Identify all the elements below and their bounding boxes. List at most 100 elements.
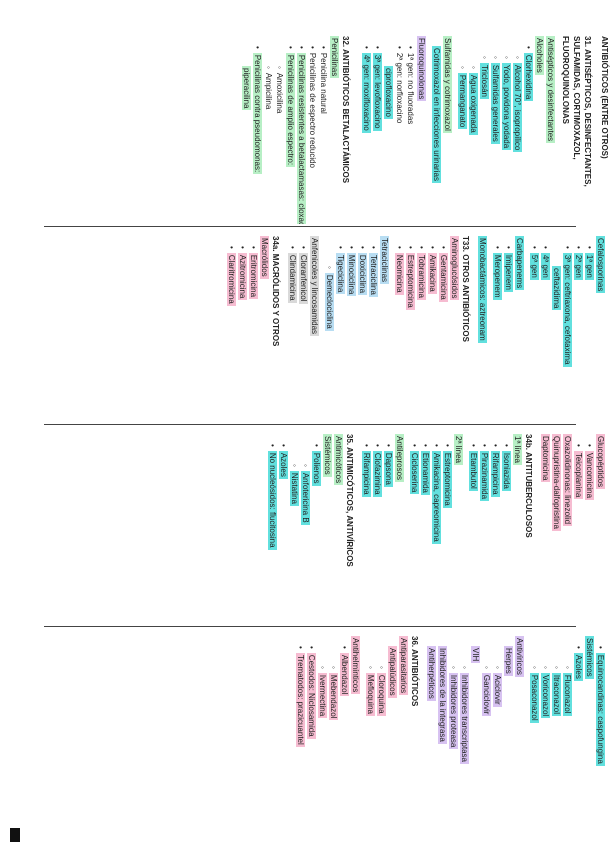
list-item: Amoxicilina [275,72,284,114]
section-34a-title: 34a. MACRÓLIDOS Y OTROS [271,236,280,347]
anfenicoles-label: Anfenicoles y lincosamidas [310,236,319,337]
list-item: Mefloquina [366,672,375,716]
page-corner-marker [10,828,20,842]
otros-label: Daptomicina [541,434,550,483]
list-item: Yodo, povidona yodada [502,62,511,151]
column-2: Cefalosporinas 1ª gen 2ª gen 3ª gen: cef… [0,236,616,416]
list-item: Ganciclovir [482,672,491,717]
list-item: Trematodos: prazicuantel [296,652,305,747]
glucopeptidos-label: Glucopéptidos [596,434,605,490]
list-item: Pirazinamida [480,450,489,502]
azoles-label: Azoles [574,652,583,681]
list-item: ceftazidima [552,266,561,311]
list-item: Rifampicina [362,450,371,497]
section-34b-title: 34b. ANTITUBERCULOSOS [524,434,533,538]
sulfamidas-label: Sulfamidas y cotrimoxazol [443,36,452,133]
antihelminticos-label: Antihelmínticos [351,636,360,695]
list-item: Penicilinas contra pseudomonas: [253,52,262,175]
carbapenems-label: Carbapenems [515,236,524,291]
list-item: Etionamida [421,450,430,495]
column-divider [44,424,576,425]
list-item: Clindamicina [288,252,297,303]
list-item: Claritromicina [227,252,236,306]
list-item: Cloroquina [377,672,386,716]
monobactamicos-label: Monobactámicos: aztreonam [478,236,487,343]
antimicoticos-label: Antimicóticos [334,434,343,486]
section-32-title: 32. ANTIBIÓTICOS BETALACTÁMICOS [341,36,350,184]
list-item: Clorhexidina [524,52,533,102]
list-item: Inhibidores proteasa [449,672,458,750]
list-item: Azitromicina [238,252,247,301]
tetraciclinas-label: Tetraciclinas [380,236,389,285]
list-item: Itraconazol [552,672,561,716]
list-item: Isoniazida [502,450,511,491]
integrasa-label: Inhibidores de la integrasa [438,646,447,744]
segunda-linea-label: 2ª línea [454,434,463,465]
list-item: Fluconazol [563,672,572,716]
aminoglucosidos-label: Aminoglucósidos [450,236,459,301]
macrolidos-label: Macrólidos [260,236,269,279]
list-item: 1ª gen: no fluoradas [406,52,415,125]
cefalosporinas-label: Cefalosporinas [596,236,605,294]
list-item: Penicilina natural [319,52,328,114]
list-item: Amikacina [428,252,437,294]
list-item: Mebendazol [329,672,338,721]
list-item: 2ª gen [574,252,583,280]
oxazolidinonas-label: Oxazolidinonas: linezolid [563,434,572,527]
list-item: Cestodos: Niclosamida [307,652,316,739]
sistemicos-label: Sistémicos [323,434,332,477]
list-item: Tobramicina [417,252,426,300]
list-item: Equinocandinas: caspofungina [596,652,605,766]
list-item: Alcohol 70°, isopropílico [513,62,522,153]
section-35-title: 35. ANTIMICÓTICOS, ANTIVÍRICOS [345,434,354,567]
alcoholes-label: Alcoholes [535,36,544,75]
list-item: 3ª gen: levofloxacino [373,52,382,131]
primera-linea-label: 1ª línea [513,434,522,465]
list-item: 4ª gen [541,252,550,280]
list-item: Neomicina [395,252,404,295]
section-33-title: T33. OTROS ANTIBIÓTICOS [461,236,470,342]
column-divider [44,226,576,227]
list-item: Permanganato [458,72,467,130]
list-item: ciprofloxacino [384,66,393,119]
list-item: Etambutol [469,450,478,491]
list-item: Ivermectina [318,672,327,719]
list-item: Nistatina [290,470,299,506]
section-31-title: 31. ANTISÉPTICOS, DESINFECTANTES, SULFAM… [561,36,592,187]
list-item: 2ª gen: norfloxacino [395,52,404,124]
antiviricos-label: Antivíricos [515,636,524,677]
list-item: Demeclociclina [325,272,334,331]
list-item: Gentamicina [439,252,448,302]
list-item: Tigeciclina [336,252,345,295]
penicilinas-label: Penicilinas [330,36,339,79]
list-item: 5ª gen [530,252,539,280]
sistemicos-label: Sistémicos [585,636,594,679]
list-item: Clofazimina [373,450,382,497]
list-item: Imipenem [504,252,513,292]
list-item: No nucleósidos: flucitosina [268,450,277,550]
list-item: Teicoplanina [574,450,583,500]
list-item: Penicilinas de espectro reducido [308,52,317,168]
column-4: Equinocandinas: caspofungina Sistémicos … [0,636,616,826]
list-item: Cicloserina [410,450,419,495]
section-36-title: 36. ANTIBIÓTICOS [410,636,419,707]
list-item: Vancomicina [585,450,594,501]
antipaludicos-label: Antipalúdicos [388,646,397,698]
fluoroquinolonas-label: Fluoroquinolonas [417,36,426,102]
list-item: Eritromicina [249,252,258,300]
list-item: Minociclina [347,252,356,297]
column-1: ANTIBIÓTICOS (ENTRE OTROS) 31. ANTISÉPTI… [0,36,616,224]
list-item: Sulfamidas generales [491,62,500,144]
list-item: Cotrimoxazol en infecciones urinarias [432,46,441,183]
list-item: Aciclovir [493,672,502,707]
list-item: 1ª gen [585,252,594,280]
list-item: Agua oxigenada [469,72,478,135]
antiherpeticos-label: Antiherpéticos [427,646,436,701]
list-item: Triclosán [480,62,489,99]
list-item: Penicilinas de amplio espectro: [286,52,295,168]
herpes-label: Herpes [504,646,513,676]
list-item: Amikacina, capreomicina [432,450,441,544]
list-item: Ampicilina [264,72,273,110]
antiparasitarios-label: Antiparasitarios [399,636,408,696]
